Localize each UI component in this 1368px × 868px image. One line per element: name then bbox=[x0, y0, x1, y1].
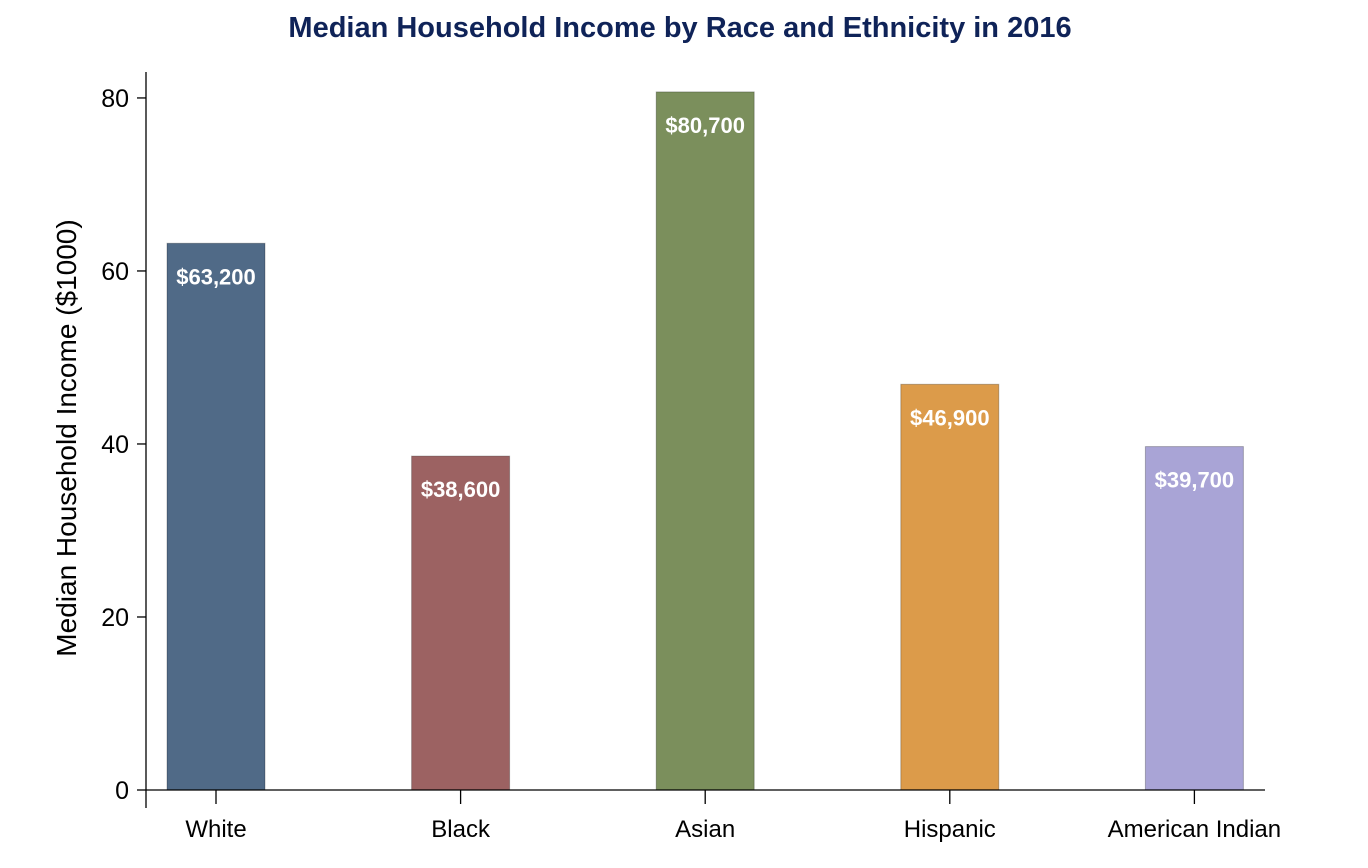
y-axis-label: Median Household Income ($1000) bbox=[51, 219, 82, 656]
data-label: $63,200 bbox=[176, 264, 256, 289]
data-label: $39,700 bbox=[1155, 468, 1235, 493]
bar-white bbox=[166, 242, 266, 791]
bar-american-indian bbox=[1144, 446, 1244, 791]
y-ticks-group: 0 20 40 60 80 bbox=[101, 85, 146, 805]
x-tick-label: White bbox=[185, 816, 246, 843]
bars-group bbox=[166, 91, 1244, 791]
x-tick-label: American Indian bbox=[1108, 816, 1281, 843]
data-label: $46,900 bbox=[910, 405, 990, 430]
x-tick-label: Asian bbox=[675, 816, 735, 843]
y-tick-label: 20 bbox=[101, 604, 129, 632]
data-label: $38,600 bbox=[421, 477, 501, 502]
x-tick-label: Hispanic bbox=[904, 816, 996, 843]
y-tick-label: 0 bbox=[115, 777, 129, 805]
bar-hispanic bbox=[900, 383, 1000, 791]
y-tick-label: 60 bbox=[101, 258, 129, 286]
bar-asian bbox=[655, 91, 755, 791]
chart-title: Median Household Income by Race and Ethn… bbox=[288, 12, 1071, 44]
bar-black bbox=[411, 455, 511, 791]
x-ticks-group: White Black Asian Hispanic American Indian bbox=[185, 790, 1281, 843]
data-label: $80,700 bbox=[665, 113, 745, 138]
data-labels-group: $63,200 $38,600 $80,700 $46,900 $39,700 bbox=[176, 113, 1234, 502]
y-tick-label: 40 bbox=[101, 431, 129, 459]
x-tick-label: Black bbox=[431, 816, 491, 843]
y-tick-label: 80 bbox=[101, 85, 129, 113]
